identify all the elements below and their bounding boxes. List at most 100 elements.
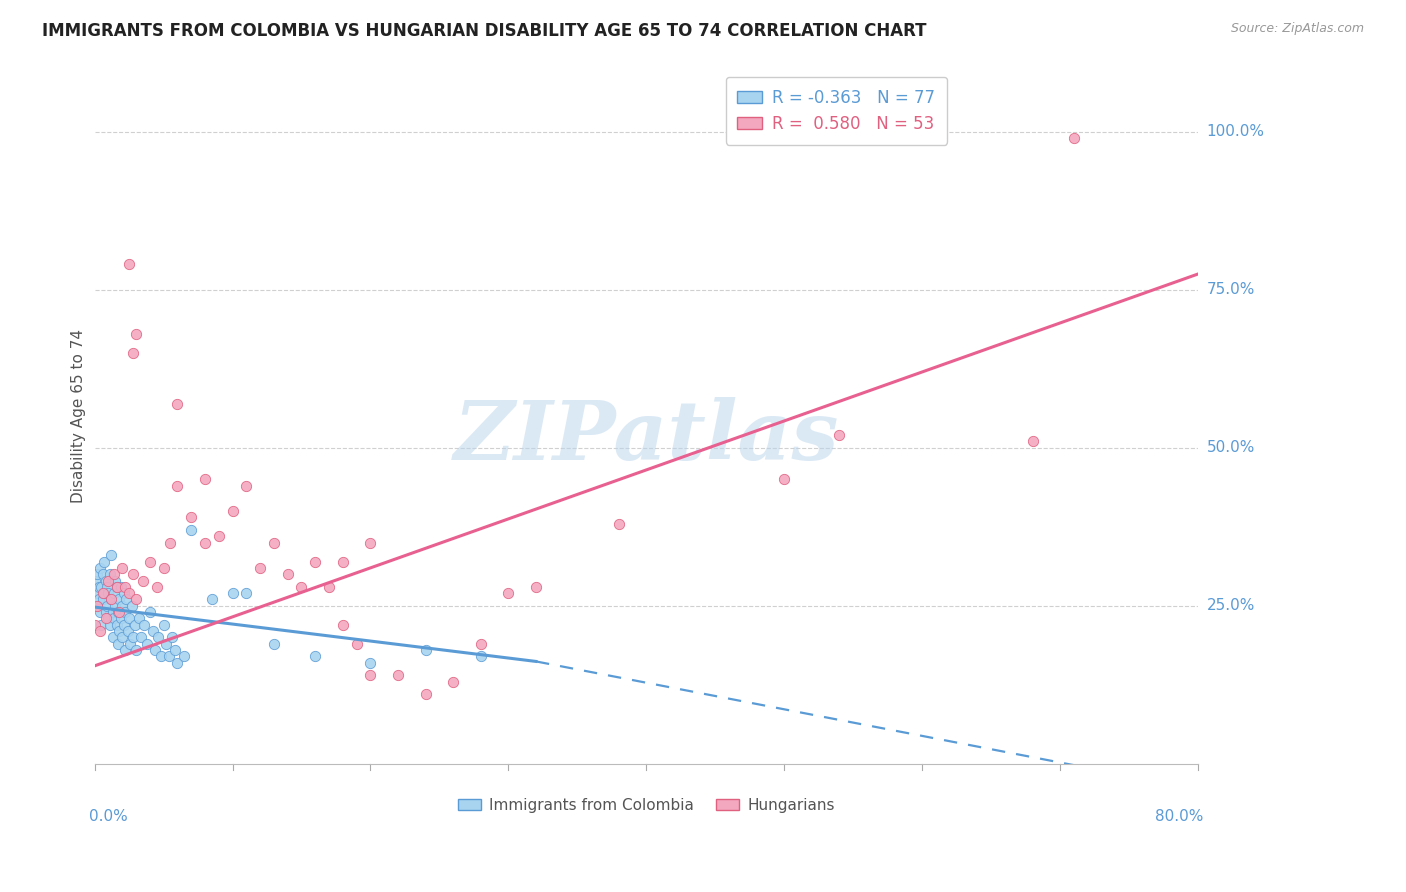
Point [121,599,143,613]
Point [263,637,285,651]
Point [134,617,156,632]
Point [122,346,145,360]
Point [86,599,108,613]
Point [773,472,796,486]
Point [145,580,167,594]
Point [332,617,354,632]
Point [163,643,186,657]
Point [103,586,125,600]
Point [132,574,155,588]
Point [415,643,437,657]
Text: 75.0%: 75.0% [1206,282,1254,297]
Point [91,592,114,607]
Point [235,586,257,600]
Point [101,605,124,619]
Point [128,611,150,625]
Point [470,637,492,651]
Text: IMMIGRANTS FROM COLOMBIA VS HUNGARIAN DISABILITY AGE 65 TO 74 CORRELATION CHART: IMMIGRANTS FROM COLOMBIA VS HUNGARIAN DI… [42,22,927,40]
Text: 100.0%: 100.0% [1206,124,1264,139]
Point [607,516,630,531]
Point [180,510,202,524]
Point [101,631,124,645]
Point [221,504,243,518]
Point [146,631,169,645]
Point [84,586,107,600]
Point [117,624,139,639]
Point [97,586,120,600]
Point [112,586,135,600]
Point [155,637,177,651]
Point [114,605,136,619]
Point [131,631,153,645]
Point [110,611,132,625]
Point [332,555,354,569]
Point [91,586,114,600]
Point [143,643,166,657]
Point [108,592,131,607]
Point [108,605,131,619]
Point [118,586,141,600]
Point [346,637,368,651]
Point [104,599,127,613]
Point [97,574,120,588]
Point [470,649,492,664]
Legend: Immigrants from Colombia, Hungarians: Immigrants from Colombia, Hungarians [453,791,841,819]
Point [89,561,111,575]
Point [111,631,134,645]
Point [114,580,136,594]
Point [160,631,183,645]
Point [94,574,117,588]
Point [166,479,188,493]
Point [86,567,108,582]
Point [97,611,120,625]
Point [105,617,128,632]
Point [194,472,217,486]
Text: Source: ZipAtlas.com: Source: ZipAtlas.com [1230,22,1364,36]
Point [141,624,163,639]
Point [89,605,111,619]
Point [263,535,285,549]
Point [86,599,108,613]
Point [221,586,243,600]
Point [94,611,117,625]
Point [290,580,312,594]
Point [108,624,131,639]
Point [180,523,202,537]
Point [125,592,148,607]
Point [498,586,520,600]
Point [136,637,159,651]
Point [110,580,132,594]
Point [359,656,381,670]
Point [304,555,326,569]
Point [304,649,326,664]
Point [98,567,121,582]
Point [359,535,381,549]
Text: 50.0%: 50.0% [1206,441,1254,455]
Text: 25.0%: 25.0% [1206,599,1254,614]
Point [100,592,122,607]
Point [107,637,129,651]
Point [125,326,148,341]
Point [87,580,110,594]
Point [91,567,114,582]
Point [149,649,172,664]
Point [115,592,138,607]
Point [120,637,142,651]
Point [173,649,195,664]
Point [104,574,127,588]
Point [524,580,547,594]
Point [124,617,146,632]
Point [159,535,181,549]
Point [90,580,112,594]
Point [111,561,134,575]
Text: ZIPatlas: ZIPatlas [454,397,839,477]
Point [93,586,115,600]
Point [93,555,115,569]
Point [105,580,128,594]
Point [235,479,257,493]
Point [125,643,148,657]
Point [441,674,464,689]
Y-axis label: Disability Age 65 to 74: Disability Age 65 to 74 [72,329,86,503]
Point [100,592,122,607]
Point [114,643,136,657]
